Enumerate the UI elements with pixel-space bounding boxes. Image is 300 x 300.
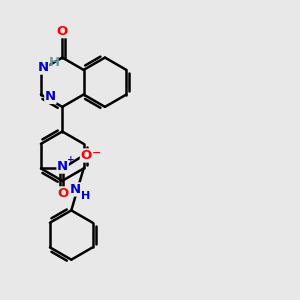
Text: O: O bbox=[80, 149, 92, 162]
Text: N: N bbox=[70, 183, 81, 196]
Text: +: + bbox=[67, 155, 74, 164]
Text: −: − bbox=[92, 148, 102, 158]
Text: N: N bbox=[45, 90, 56, 104]
Text: H: H bbox=[49, 56, 60, 69]
Text: N: N bbox=[57, 160, 68, 173]
Text: H: H bbox=[81, 191, 91, 201]
Text: N: N bbox=[38, 61, 49, 74]
Text: O: O bbox=[57, 25, 68, 38]
Text: O: O bbox=[57, 187, 68, 200]
